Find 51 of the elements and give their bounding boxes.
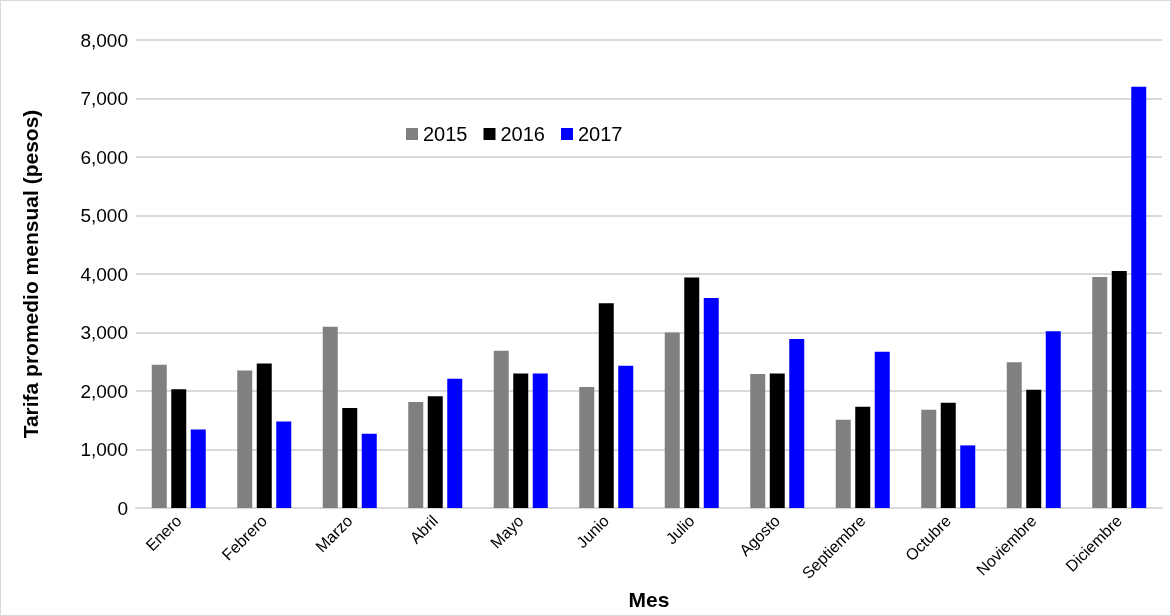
legend-label: 2017: [577, 123, 623, 145]
bar: [1131, 86, 1147, 508]
y-tick-label: 8,000: [80, 29, 128, 51]
bar: [750, 374, 766, 508]
legend-label: 2016: [500, 123, 545, 145]
bar: [256, 363, 272, 508]
bar: [1045, 331, 1061, 508]
bar: [960, 445, 976, 508]
bar: [1111, 271, 1127, 508]
bar: [618, 365, 634, 508]
bar: [427, 396, 443, 508]
legend-label: 2015: [423, 123, 468, 145]
bar: [684, 277, 700, 508]
y-axis-title: Tarifa promedio mensual (pesos): [19, 109, 42, 439]
bar: [151, 364, 167, 508]
bar: [664, 332, 680, 508]
bar: [532, 373, 548, 508]
bar: [1006, 362, 1022, 508]
bar: [1026, 389, 1042, 508]
bar: [769, 373, 785, 508]
bar: [921, 409, 937, 508]
y-tick-label: 0: [117, 497, 128, 519]
bar: [598, 303, 614, 508]
bar: [322, 326, 338, 508]
y-tick-label: 3,000: [80, 322, 128, 343]
x-axis-title: Mes: [628, 587, 670, 611]
bar: [1092, 276, 1108, 508]
y-tick-label: 1,000: [80, 439, 128, 460]
bar: [447, 378, 463, 508]
bar: [190, 429, 206, 508]
bar: [874, 351, 890, 508]
bar: [276, 421, 292, 508]
bar: [171, 389, 187, 508]
y-tick-label: 6,000: [80, 146, 128, 168]
bar: [361, 433, 377, 508]
bar: [703, 297, 719, 508]
bar: [579, 386, 595, 508]
y-tick-label: 7,000: [80, 88, 128, 109]
bar: [342, 407, 358, 508]
bar: [408, 402, 424, 508]
bar: [493, 350, 509, 508]
bar: [513, 373, 529, 508]
bar: [237, 370, 253, 508]
y-tick-label: 4,000: [80, 263, 128, 285]
bar: [855, 406, 871, 508]
bar: [835, 419, 851, 508]
x-tick-label: Julio: [662, 511, 698, 548]
bar: [789, 338, 805, 508]
y-tick-label: 2,000: [80, 380, 128, 402]
y-tick-label: 5,000: [80, 205, 128, 226]
bar: [940, 402, 956, 508]
